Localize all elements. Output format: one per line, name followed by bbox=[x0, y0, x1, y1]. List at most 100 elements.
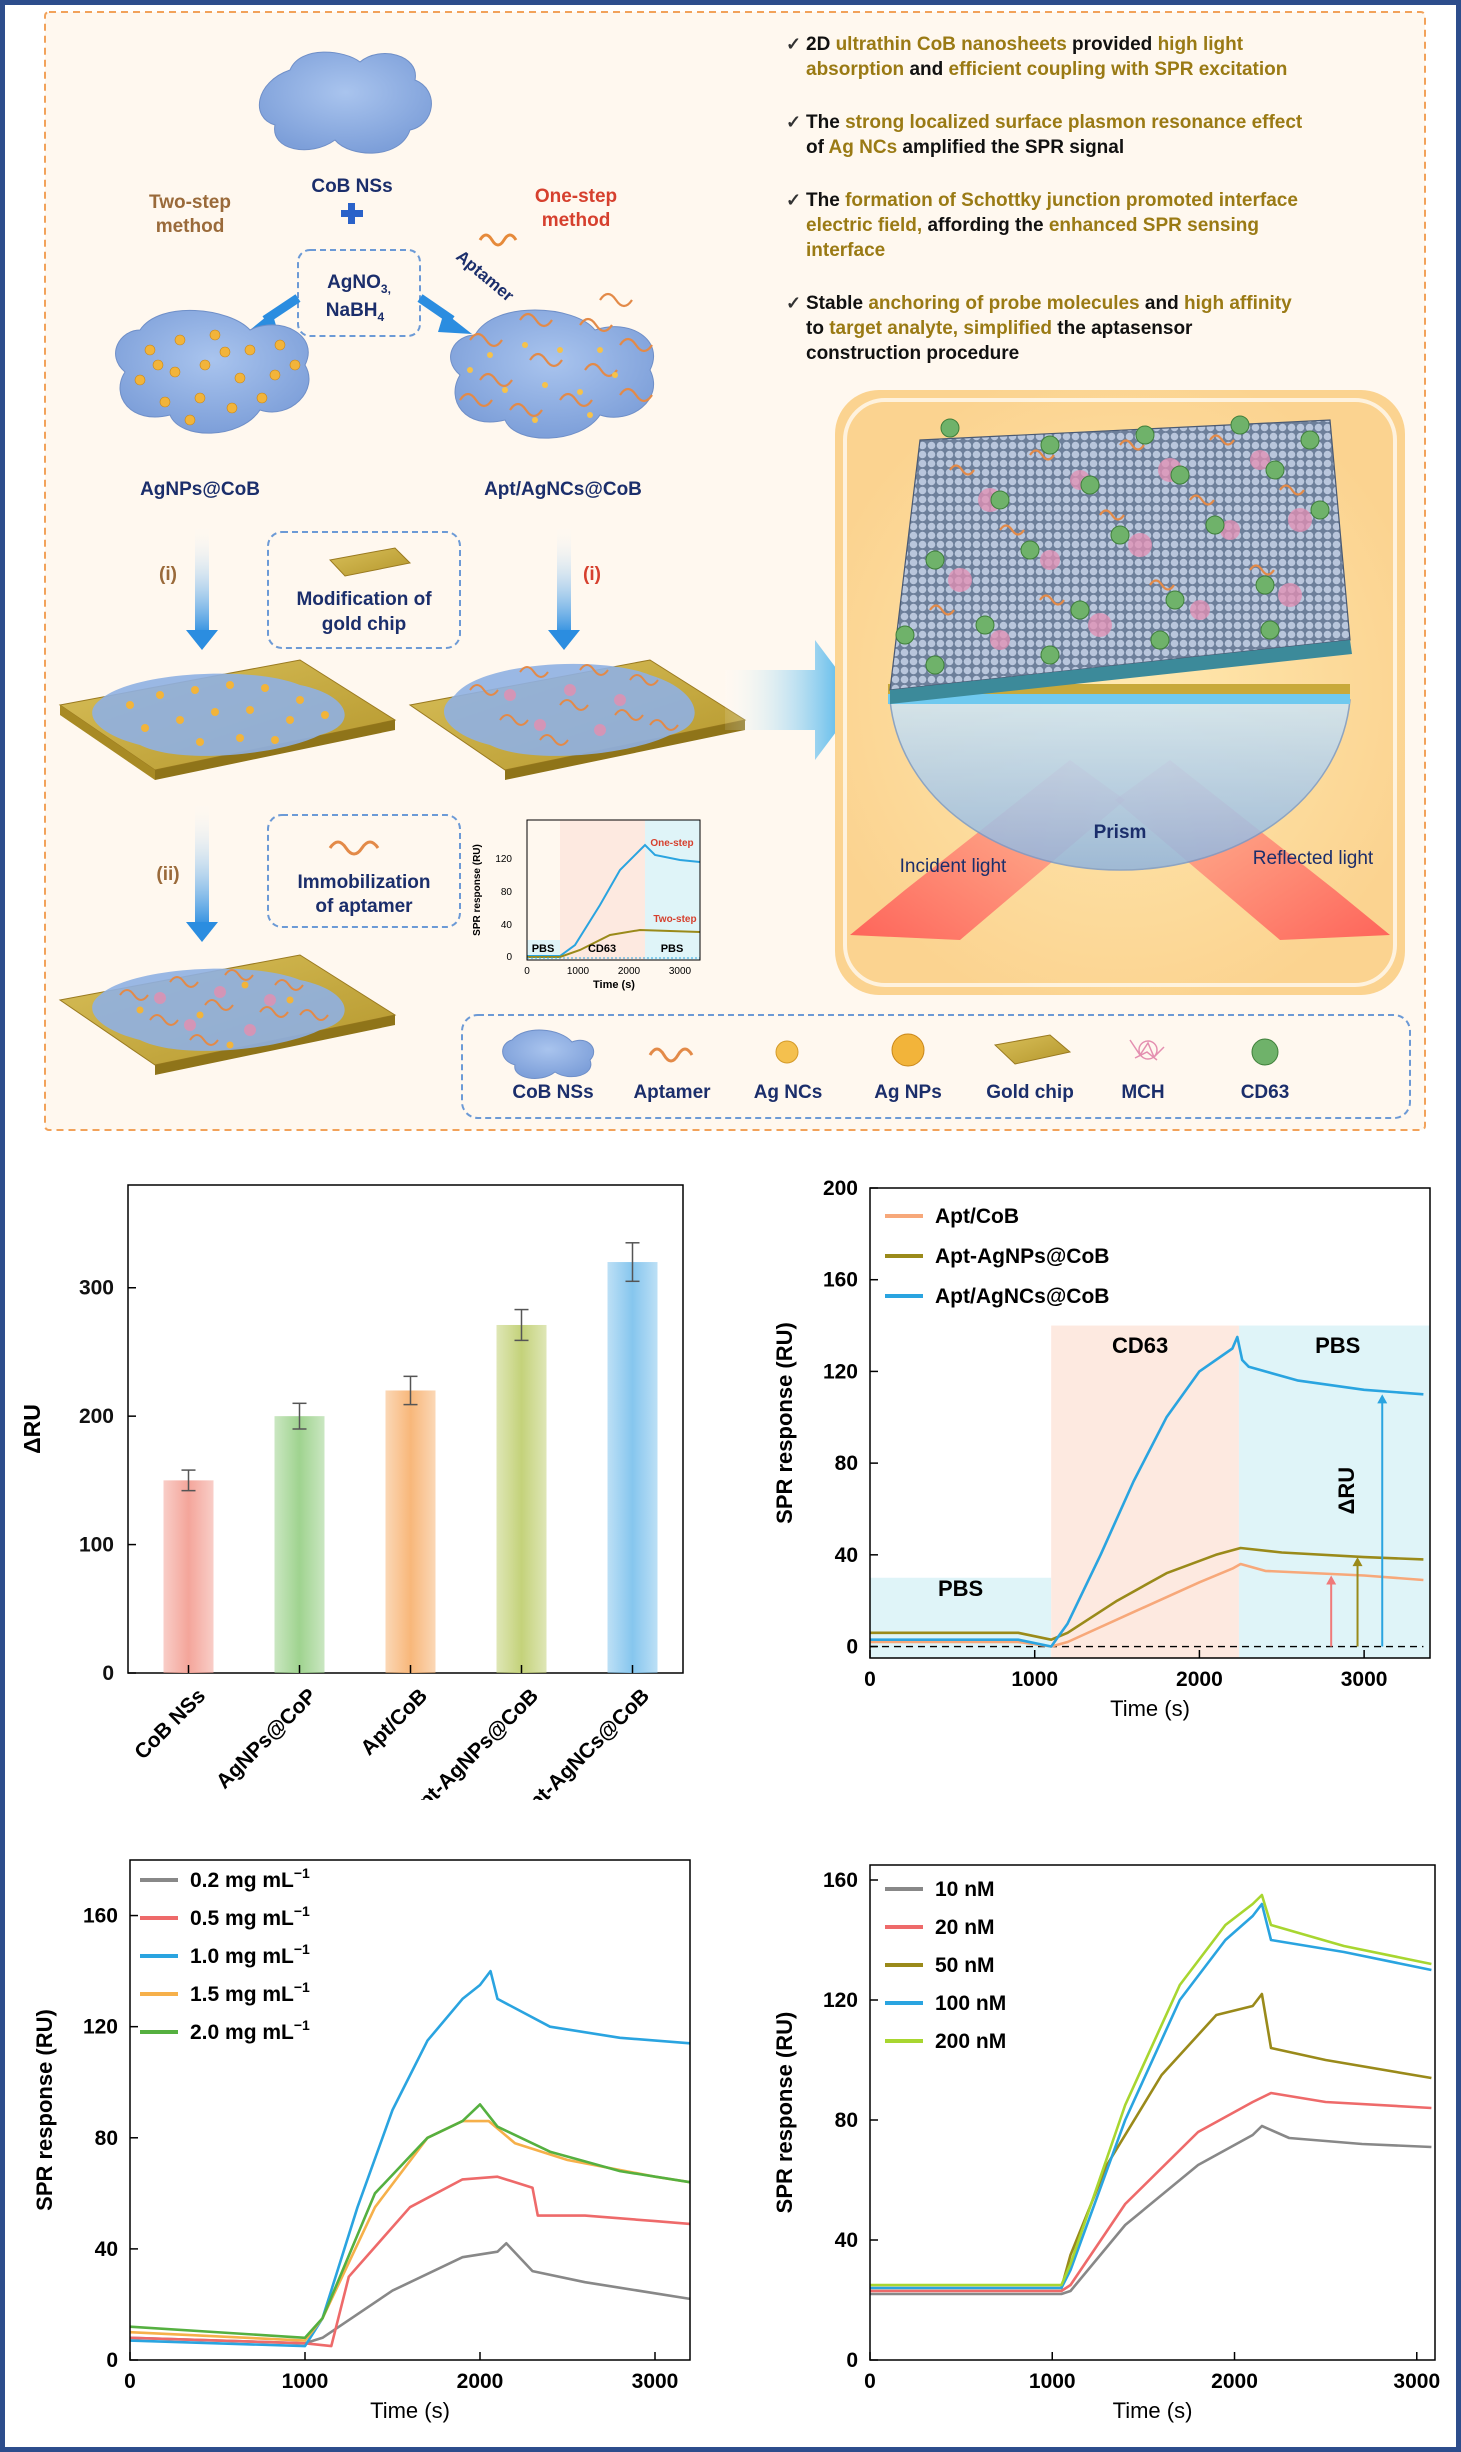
x-tick-label: 1000 bbox=[282, 2370, 329, 2393]
x-tick-label: AgNPs@CoP bbox=[212, 1684, 321, 1793]
legend-cob-icon bbox=[502, 1029, 595, 1079]
legend-label: Gold chip bbox=[986, 1082, 1074, 1103]
y-tick-label: 100 bbox=[79, 1534, 114, 1557]
region-label: PBS bbox=[1315, 1333, 1360, 1358]
legend-cd63-icon bbox=[1251, 1038, 1279, 1066]
incident-light-label: Incident light bbox=[900, 856, 1007, 877]
legend-label: CoB NSs bbox=[512, 1082, 593, 1103]
x-tick-label: 3000 bbox=[632, 2370, 679, 2393]
bar bbox=[496, 1324, 547, 1673]
y-tick-label: 80 bbox=[95, 2127, 118, 2150]
legend-label: CD63 bbox=[1241, 1082, 1290, 1103]
legend-label: Ag NCs bbox=[754, 1082, 823, 1103]
check-icon: ✓ bbox=[786, 190, 801, 210]
legend-label: 1.0 mg mL−1 bbox=[190, 1941, 310, 1968]
aptamer-small-icon bbox=[328, 840, 380, 856]
one-step-label: One-step bbox=[535, 186, 617, 207]
inset-pbs-label: PBS bbox=[532, 943, 555, 955]
x-tick-label: 2000 bbox=[1211, 2370, 1258, 2393]
inset-ytick: 80 bbox=[501, 887, 513, 898]
apt-agncs-cob-icon bbox=[450, 292, 655, 439]
immobilization-label: Immobilization bbox=[298, 872, 431, 893]
legend-label: 200 nM bbox=[935, 2030, 1006, 2053]
x-tick-label: CoB NSs bbox=[130, 1684, 210, 1764]
y-tick-label: 80 bbox=[835, 1452, 858, 1475]
series-line bbox=[870, 1546, 1424, 1642]
legend-gold-chip-icon bbox=[993, 1034, 1072, 1065]
bullet-line: The formation of Schottky junction promo… bbox=[806, 190, 1298, 211]
line-chart-spr-cd63: 0 40 80 120 160 0 1000 2000 3000 Time (s) SPR resp… bbox=[772, 1864, 1440, 2423]
region-label: CD63 bbox=[1112, 1333, 1168, 1358]
bar bbox=[385, 1390, 436, 1673]
y-tick-label: 0 bbox=[102, 1662, 114, 1685]
x-axis-label: Time (s) bbox=[370, 2398, 450, 2423]
legend-label: 0.5 mg mL−1 bbox=[190, 1903, 310, 1930]
gold-chip-small-icon bbox=[329, 547, 412, 577]
two-step-label: Two-step bbox=[149, 192, 231, 213]
y-tick-label: 160 bbox=[823, 1869, 858, 1892]
apt-agncs-cob-label: Apt/AgNCs@CoB bbox=[484, 479, 642, 500]
modification-label: Modification of bbox=[296, 589, 432, 610]
x-tick-label: 1000 bbox=[1029, 2370, 1076, 2393]
y-tick-label: 200 bbox=[823, 1177, 858, 1200]
inset-ytick: 0 bbox=[506, 952, 512, 963]
modification-box bbox=[267, 531, 461, 649]
y-tick-label: 120 bbox=[823, 1989, 858, 2012]
bar bbox=[163, 1480, 214, 1673]
schematic-panel: CoB NSs Two-step method One-step method … bbox=[44, 11, 1426, 1131]
y-tick-label: 40 bbox=[835, 2229, 858, 2252]
cob-nanosheet-icon bbox=[258, 51, 432, 154]
x-tick-label: 3000 bbox=[1341, 1668, 1388, 1691]
x-axis-label: Time (s) bbox=[1113, 2398, 1193, 2423]
region-band bbox=[1238, 1325, 1430, 1658]
bullet-line: to target analyte, simplified the aptase… bbox=[806, 318, 1193, 339]
bar bbox=[274, 1416, 325, 1673]
check-icon: ✓ bbox=[786, 293, 801, 313]
prism-icon bbox=[889, 699, 1351, 871]
step-i-left-arrow bbox=[195, 525, 209, 635]
series-line bbox=[129, 2175, 691, 2348]
plot-frame bbox=[869, 1187, 1431, 1659]
legend-label: Apt-AgNPs@CoB bbox=[935, 1245, 1109, 1268]
inset-xtick: 1000 bbox=[567, 966, 590, 977]
schematic-legend: CoB NSs Aptamer Ag NCs Ag NPs Gold chip MCH CD… bbox=[461, 1014, 1411, 1119]
y-axis-label: SPR response (RU) bbox=[772, 2012, 797, 2214]
step-ii-arrow bbox=[195, 802, 209, 927]
bullet-line: 2D ultrathin CoB nanosheets provided hig… bbox=[806, 34, 1244, 55]
y-axis-label: SPR response (RU) bbox=[32, 2009, 57, 2211]
y-tick-label: 160 bbox=[83, 1905, 118, 1928]
inset-cd63-label: CD63 bbox=[588, 943, 616, 955]
legend-label: 0.2 mg mL−1 bbox=[190, 1865, 310, 1892]
legend-label: MCH bbox=[1121, 1082, 1164, 1103]
reflected-light-label: Reflected light bbox=[1253, 848, 1374, 869]
legend-label: 10 nM bbox=[935, 1878, 995, 1901]
bullet-line: construction procedure bbox=[806, 343, 1019, 364]
legend-label: Apt/CoB bbox=[935, 1205, 1019, 1228]
legend-label: 100 nM bbox=[935, 1992, 1006, 2015]
legend-ag-ncs-icon bbox=[775, 1040, 799, 1064]
bullet-line: The strong localized surface plasmon res… bbox=[806, 112, 1303, 133]
x-tick-label: 1000 bbox=[1011, 1668, 1058, 1691]
plot-frame bbox=[869, 1864, 1436, 2361]
x-tick-label: 0 bbox=[864, 1668, 876, 1691]
series-line bbox=[129, 2241, 691, 2345]
legend-label: 50 nM bbox=[935, 1954, 995, 1977]
check-icon: ✓ bbox=[786, 34, 801, 54]
feature-bullets: ✓ 2D ultrathin CoB nanosheets provided hi… bbox=[786, 34, 1303, 364]
y-tick-label: 0 bbox=[846, 1636, 858, 1659]
y-axis-label: SPR response (RU) bbox=[772, 1322, 797, 1524]
chip-aptamer-icon bbox=[58, 954, 397, 1075]
series-line bbox=[870, 2091, 1432, 2293]
legend-label: 1.5 mg mL−1 bbox=[190, 1979, 310, 2006]
y-tick-label: 200 bbox=[79, 1405, 114, 1428]
region-band bbox=[1051, 1325, 1239, 1658]
y-tick-label: 0 bbox=[846, 2349, 858, 2372]
flow-arrow-icon bbox=[725, 640, 860, 760]
step-ii-label: (ii) bbox=[156, 864, 179, 885]
y-tick-label: 40 bbox=[95, 2238, 118, 2261]
legend-ag-nps-icon bbox=[891, 1033, 925, 1067]
legend-label: 20 nM bbox=[935, 1916, 995, 1939]
